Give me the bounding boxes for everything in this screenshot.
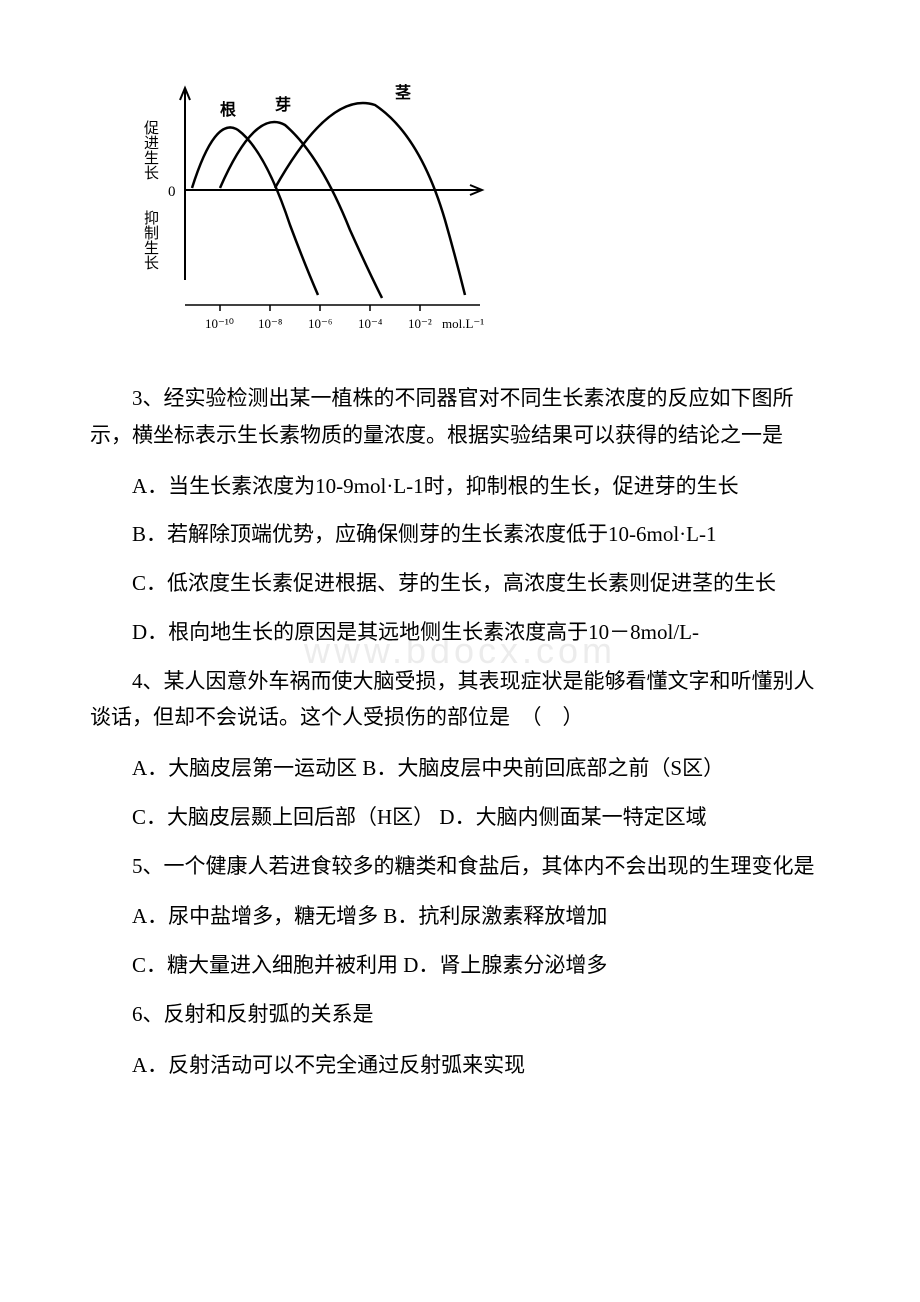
svg-text:根: 根 (220, 100, 236, 119)
svg-text:抑制生长: 抑制生长 (142, 210, 159, 270)
q4-option-ab: A．大脑皮层第一运动区 B．大脑皮层中央前回底部之前（S区） (90, 750, 830, 787)
svg-text:0: 0 (168, 184, 176, 200)
svg-text:10⁻⁸: 10⁻⁸ (258, 316, 283, 331)
chart-svg: 促进生长 0 抑制生长 根 芽 茎 10⁻¹⁰ 10⁻⁸ (120, 80, 510, 350)
svg-text:茎: 茎 (395, 84, 411, 102)
q5-option-cd: C．糖大量进入细胞并被利用 D．肾上腺素分泌增多 (90, 947, 830, 984)
q3-option-b: B．若解除顶端优势，应确保侧芽的生长素浓度低于10-6mol·L-1 (90, 516, 830, 553)
q4-text: 4、某人因意外车祸而使大脑受损，其表现症状是能够看懂文字和听懂别人谈话，但却不会… (90, 663, 830, 737)
svg-text:10⁻²: 10⁻² (408, 316, 432, 331)
q4-option-cd: C．大脑皮层颞上回后部（H区） D．大脑内侧面某一特定区域 (90, 799, 830, 836)
question-3: 3、经实验检测出某一植株的不同器官对不同生长素浓度的反应如下图所示，横坐标表示生… (90, 380, 830, 454)
question-6: 6、反射和反射弧的关系是 (90, 996, 830, 1033)
question-4: 4、某人因意外车祸而使大脑受损，其表现症状是能够看懂文字和听懂别人谈话，但却不会… (90, 663, 830, 737)
q3-option-d: D．根向地生长的原因是其远地侧生长素浓度高于10－8mol/L- (90, 614, 830, 651)
question-5: 5、一个健康人若进食较多的糖类和食盐后，其体内不会出现的生理变化是 (90, 848, 830, 885)
q3-option-c: C．低浓度生长素促进根据、芽的生长，高浓度生长素则促进茎的生长 (90, 565, 830, 602)
q3-option-a: A．当生长素浓度为10-9mol·L-1时，抑制根的生长，促进芽的生长 (90, 468, 830, 505)
document-content: 促进生长 0 抑制生长 根 芽 茎 10⁻¹⁰ 10⁻⁸ (90, 80, 830, 1083)
svg-text:mol.L⁻¹: mol.L⁻¹ (442, 316, 484, 331)
svg-text:10⁻⁴: 10⁻⁴ (358, 316, 383, 331)
q5-text: 5、一个健康人若进食较多的糖类和食盐后，其体内不会出现的生理变化是 (90, 848, 830, 885)
q3-text: 3、经实验检测出某一植株的不同器官对不同生长素浓度的反应如下图所示，横坐标表示生… (90, 380, 830, 454)
q5-option-ab: A．尿中盐增多，糖无增多 B．抗利尿激素释放增加 (90, 898, 830, 935)
q6-option-a: A．反射活动可以不完全通过反射弧来实现 (90, 1047, 830, 1084)
svg-text:10⁻⁶: 10⁻⁶ (308, 316, 332, 331)
q6-text: 6、反射和反射弧的关系是 (90, 996, 830, 1033)
svg-text:促进生长: 促进生长 (142, 120, 159, 180)
svg-text:芽: 芽 (275, 95, 291, 114)
svg-text:10⁻¹⁰: 10⁻¹⁰ (205, 316, 234, 331)
auxin-chart: 促进生长 0 抑制生长 根 芽 茎 10⁻¹⁰ 10⁻⁸ (120, 80, 830, 350)
